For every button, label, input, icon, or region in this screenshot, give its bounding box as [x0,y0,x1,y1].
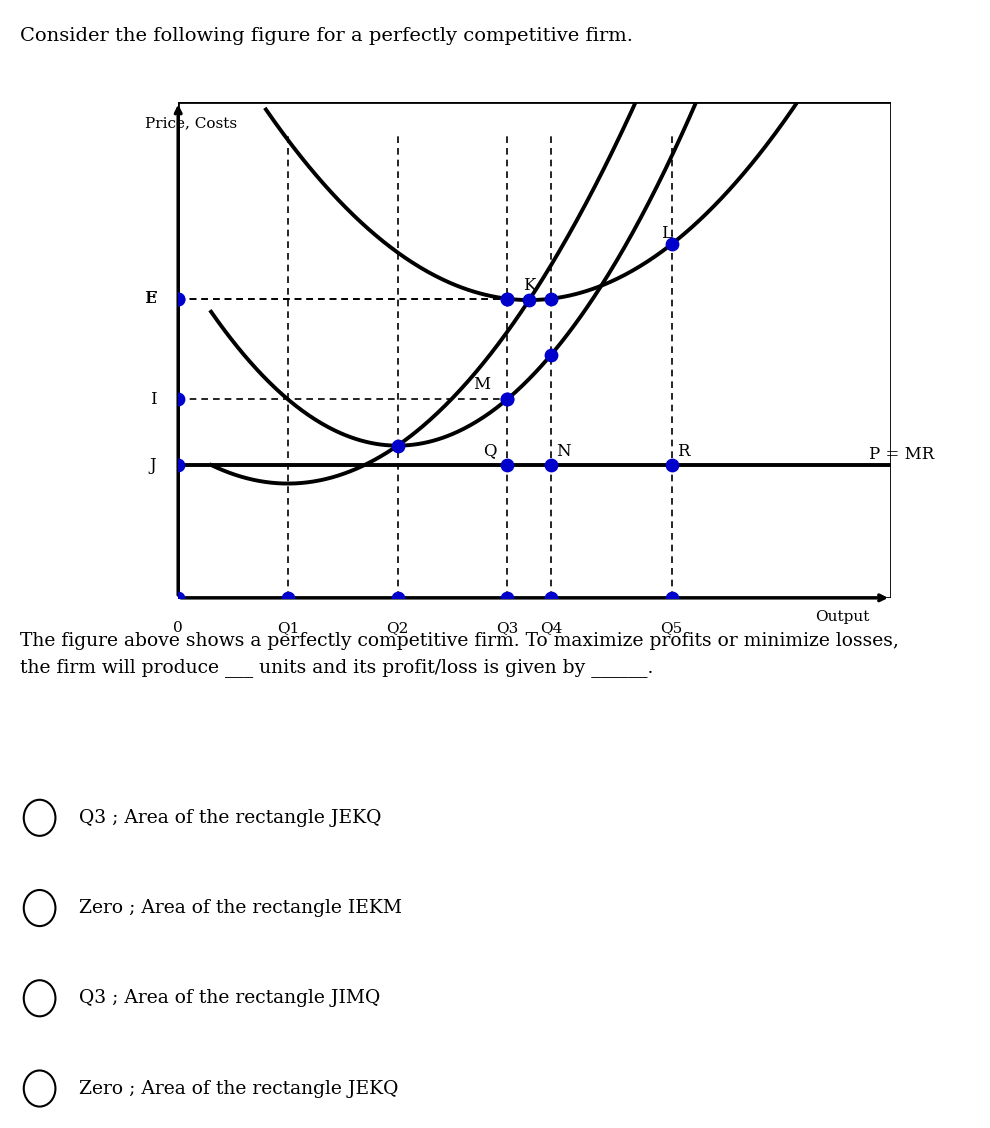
Text: R: R [677,442,690,459]
Text: K: K [523,277,536,294]
Text: Q1: Q1 [276,622,299,635]
Text: J: J [149,457,156,474]
Point [499,390,515,408]
Text: Zero ; Area of the rectangle IEKM: Zero ; Area of the rectangle IEKM [79,899,402,917]
Point [390,437,406,455]
Text: P = MR: P = MR [869,446,935,462]
Text: F: F [145,290,156,307]
Text: Q4: Q4 [540,622,562,635]
Text: Q3: Q3 [496,622,519,635]
Point [499,390,515,408]
Text: Q3 ; Area of the rectangle JIMQ: Q3 ; Area of the rectangle JIMQ [79,989,380,1007]
Text: The figure above shows a perfectly competitive firm. To maximize profits or mini: The figure above shows a perfectly compe… [20,632,899,677]
Text: I: I [149,390,156,408]
Text: Price, Costs: Price, Costs [146,116,238,131]
Point [544,457,559,475]
Point [544,346,559,364]
Point [499,589,515,607]
Point [170,457,186,475]
Point [280,589,296,607]
Text: 0: 0 [173,622,183,635]
Text: N: N [556,442,571,459]
Point [663,235,679,253]
Text: Q5: Q5 [660,622,683,635]
Point [390,589,406,607]
Point [544,290,559,308]
Point [170,290,186,308]
Point [170,589,186,607]
Text: Q3 ; Area of the rectangle JEKQ: Q3 ; Area of the rectangle JEKQ [79,809,381,827]
Point [663,589,679,607]
Text: Q2: Q2 [386,622,409,635]
Bar [178,102,891,598]
Text: Consider the following figure for a perfectly competitive firm.: Consider the following figure for a perf… [20,27,633,45]
Text: Zero ; Area of the rectangle JEKQ: Zero ; Area of the rectangle JEKQ [79,1079,399,1098]
Text: E: E [144,290,156,307]
Text: M: M [473,377,491,394]
Point [170,290,186,308]
Point [170,390,186,408]
Point [499,290,515,308]
Text: Q: Q [483,442,496,459]
Point [499,457,515,475]
Text: Output: Output [815,610,869,624]
Text: L: L [660,224,671,241]
Point [499,290,515,308]
Point [521,291,537,309]
Point [663,457,679,475]
Point [544,589,559,607]
